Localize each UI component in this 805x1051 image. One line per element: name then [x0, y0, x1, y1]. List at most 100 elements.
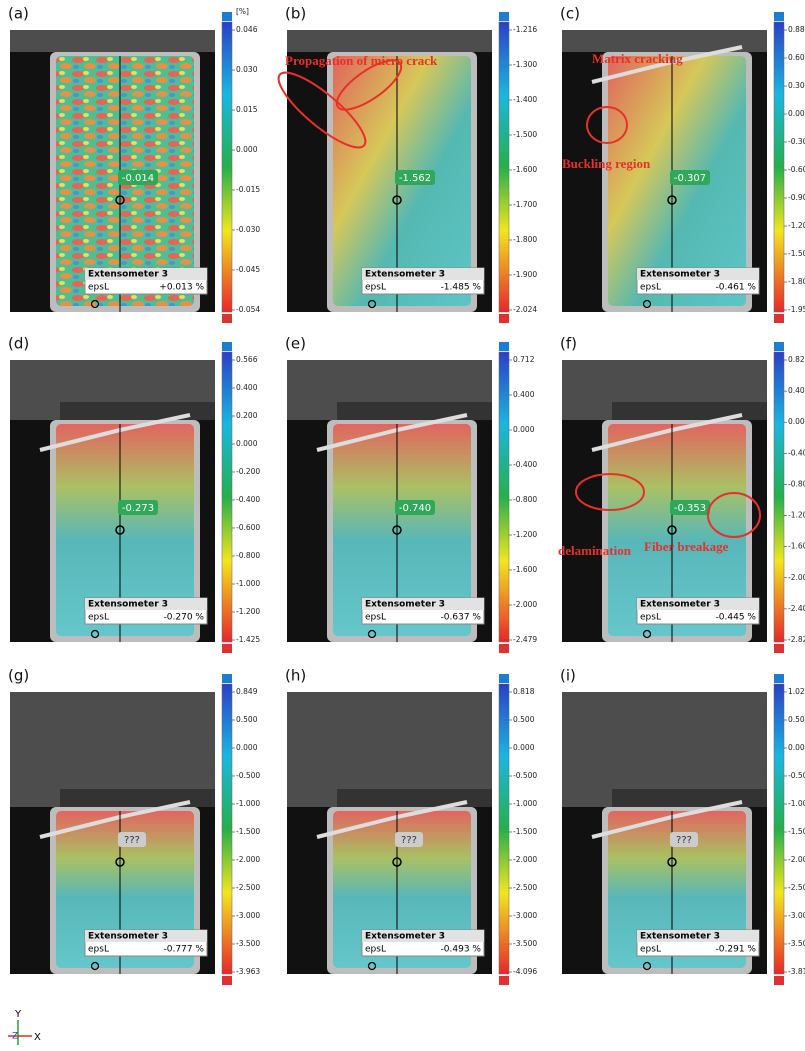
point-marker [392, 525, 402, 535]
colorbar-tick-label: -0.800 [236, 551, 260, 560]
colorbar-tick-label: -2.000 [788, 855, 805, 864]
extensometer-name: Extensometer 3 [365, 932, 445, 942]
panel: (i)??? Extensometer 3 epsL -0.291 % 1.029 0.5… [560, 667, 805, 985]
extensometer-header [637, 930, 759, 942]
colorbar-tick-label: -2.000 [513, 855, 537, 864]
colorbar-tick-label: 0.000 [236, 145, 258, 154]
colorbar-tick-label: 0.000 [513, 425, 535, 434]
point-label-box [395, 832, 423, 847]
point-marker [667, 195, 677, 205]
extensometer-header [85, 268, 207, 280]
colorbar [221, 683, 233, 975]
point-marker [115, 857, 125, 867]
colorbar-tick-label: -1.500 [788, 249, 805, 258]
colorbar-tick-label: 1.029 [788, 687, 805, 696]
colorbar-cap-top [774, 342, 784, 351]
extensometer-header [362, 268, 484, 280]
colorbar-cap-top [499, 342, 509, 351]
colorbar-tick-label: -1.300 [513, 60, 537, 69]
panel-label: (e) [285, 335, 306, 353]
quantity-label: epsL [640, 283, 661, 293]
colorbar-tick-label: -1.500 [236, 827, 260, 836]
colorbar-tick-label: 0.300 [788, 81, 805, 90]
extensometer-name: Extensometer 3 [88, 932, 168, 942]
colorbar-tick-label: -1.600 [513, 165, 537, 174]
annotation: delamination [558, 543, 632, 558]
grip [287, 692, 492, 807]
colorbar-tick-label: -1.500 [513, 827, 537, 836]
colorbar-tick-label: -2.500 [513, 883, 537, 892]
colorbar-cap-bottom [222, 644, 232, 653]
point-label-box [118, 500, 158, 515]
colorbar-tick-label: -1.200 [236, 607, 260, 616]
extensometer-marker [642, 299, 652, 309]
colorbar-tick-label: -1.800 [788, 277, 805, 286]
colorbar-cap-bottom [499, 976, 509, 985]
colorbar-cap-top [222, 674, 232, 683]
strain-value: -0.291 % [716, 945, 757, 955]
colorbar-cap-top [222, 12, 232, 21]
colorbar-tick-label: 0.000 [788, 743, 805, 752]
colorbar-tick-label: 0.824 [788, 355, 805, 364]
point-marker [667, 525, 677, 535]
colorbar-tick-label: 0.818 [513, 687, 535, 696]
colorbar-tick-label: -2.479 [513, 635, 537, 644]
colorbar-tick-label: -1.952 [788, 305, 805, 314]
panel: (c) -0.307 Extensometer 3 epsL -0.461 % 0.884… [560, 5, 805, 323]
colorbar-tick-label: 0.015 [236, 105, 258, 114]
extensometer-header [637, 268, 759, 280]
point-marker [392, 195, 402, 205]
annotation: Propagation of micro crack [285, 53, 438, 68]
colorbar-tick-label: -1.216 [513, 25, 537, 34]
colorbar-tick-label: -3.000 [236, 911, 260, 920]
colorbar-tick-label: -0.015 [236, 185, 260, 194]
colorbar-tick-label: -0.400 [513, 460, 537, 469]
colorbar-tick-label: -0.500 [513, 771, 537, 780]
colorbar-tick-label: -2.500 [236, 883, 260, 892]
point-label: -0.307 [674, 173, 706, 184]
colorbar-unit: [%] [236, 7, 249, 16]
colorbar-tick-label: -0.800 [513, 495, 537, 504]
extensometer-name: Extensometer 3 [88, 600, 168, 610]
strain-field [56, 811, 194, 968]
colorbar-tick-label: -2.826 [788, 635, 805, 644]
panel-label: (g) [8, 667, 29, 685]
colorbar-cap-bottom [499, 644, 509, 653]
colorbar-tick-label: -3.500 [788, 939, 805, 948]
colorbar-tick-label: 0.500 [788, 715, 805, 724]
panel-label: (a) [8, 5, 29, 23]
extensometer-marker [367, 629, 377, 639]
colorbar-tick-label: -3.817 [788, 967, 805, 976]
point-label: ??? [124, 835, 140, 846]
annotation: Buckling region [562, 156, 651, 171]
colorbar-tick-label: -1.600 [513, 565, 537, 574]
colorbar-tick-label: -3.963 [236, 967, 260, 976]
axis-z: Z [12, 1032, 18, 1042]
panel: (e) -0.740 Extensometer 3 epsL -0.637 % 0.712… [285, 335, 537, 653]
colorbar-tick-label: -0.800 [788, 479, 805, 488]
colorbar-cap-top [499, 674, 509, 683]
point-label: -0.353 [674, 503, 706, 514]
panel: (a) -0.014 Extensometer 3 epsL +0.013 % [%] 0.… [8, 5, 260, 323]
fixture [612, 402, 767, 420]
colorbar [221, 351, 233, 643]
extensometer-header [362, 930, 484, 942]
annotation-ellipse [707, 492, 761, 538]
quantity-label: epsL [88, 283, 109, 293]
extensometer-marker [642, 961, 652, 971]
point-label-box [670, 832, 698, 847]
annotation-ellipse [586, 106, 628, 144]
colorbar-cap-bottom [222, 976, 232, 985]
grip [10, 692, 215, 807]
point-label: -0.014 [122, 173, 154, 184]
colorbar-tick-label: -3.000 [788, 911, 805, 920]
point-label: ??? [401, 835, 417, 846]
colorbar-tick-label: -2.500 [788, 883, 805, 892]
colorbar [498, 21, 510, 313]
colorbar-cap-top [499, 12, 509, 21]
point-label-box [118, 832, 146, 847]
annotation: Matrix cracking [592, 51, 683, 66]
panel: (d) -0.273 Extensometer 3 epsL -0.270 % 0.566… [8, 335, 260, 653]
colorbar-tick-label: -0.200 [236, 467, 260, 476]
colorbar-tick-label: 0.400 [513, 390, 535, 399]
